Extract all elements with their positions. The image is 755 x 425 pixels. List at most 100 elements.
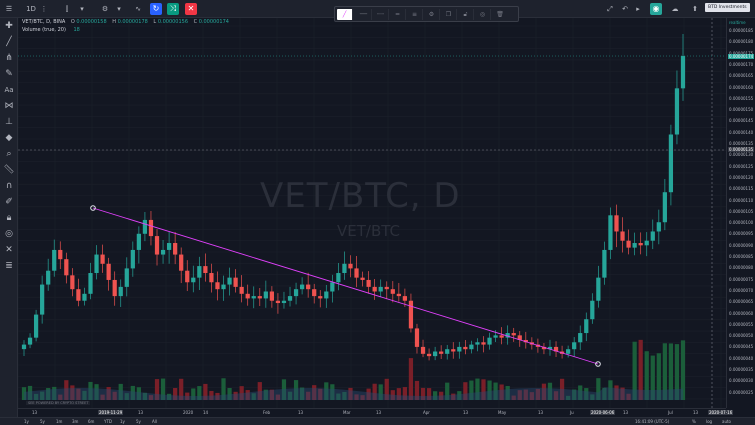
cloud-icon[interactable]: ☁: [671, 5, 679, 13]
log-toggle[interactable]: log: [706, 419, 713, 424]
brush-icon[interactable]: ✎: [5, 69, 13, 79]
more-intervals-icon[interactable]: ⋮: [40, 5, 48, 13]
volume-bar: [674, 344, 680, 400]
candle-body: [324, 291, 329, 299]
volume-bar: [324, 382, 329, 400]
measure-icon[interactable]: 📏︎: [3, 165, 15, 175]
drawing-toolbar: ✚ ╱ ⋔ ✎ Aa ⋈ ⊥ ◆ ⌕ 📏︎ ∩ ✐ 🔒︎ ◎ ✕ ≣: [0, 18, 18, 417]
candle-body: [523, 339, 528, 343]
price-axis[interactable]: 0.00000185 0.00000180 0.00000175 0.00000170…: [726, 18, 755, 408]
menu-icon[interactable]: ☰: [5, 5, 13, 13]
range-button-1y[interactable]: 1y: [120, 419, 125, 424]
hide-drawings-icon[interactable]: ◎: [5, 229, 13, 239]
candle-body: [451, 349, 456, 352]
settings-icon[interactable]: ⚙: [101, 5, 109, 13]
extend-button[interactable]: ═: [390, 9, 406, 20]
fullscreen-icon[interactable]: ⤢: [607, 5, 613, 13]
settings-icon[interactable]: ⚙: [424, 9, 440, 20]
stay-in-drawing-icon[interactable]: ✐: [5, 197, 13, 207]
camera-icon[interactable]: ◉: [650, 3, 662, 15]
range-button-6m[interactable]: 6m: [88, 419, 95, 424]
object-tree-icon[interactable]: ≣: [5, 261, 13, 271]
symbol-label[interactable]: VET/BTC, D, BINA: [22, 19, 66, 25]
volume-indicator-label[interactable]: Volume (true, 20): [22, 27, 66, 33]
interval-button[interactable]: 1D: [26, 5, 36, 13]
pitchfork-icon[interactable]: ⋔: [5, 53, 13, 63]
price-chart[interactable]: [18, 18, 726, 408]
candle-body: [251, 296, 256, 299]
line-style-button[interactable]: ┄┄: [373, 9, 389, 20]
remove-icon[interactable]: ✕: [5, 245, 13, 255]
candle-body: [94, 254, 99, 274]
price-tick-label: 0.00000085: [729, 254, 754, 259]
redo-icon[interactable]: ▸: [636, 5, 640, 13]
candle-body: [547, 346, 553, 350]
volume-bar: [27, 385, 33, 400]
stats-button[interactable]: ≡: [407, 9, 423, 20]
candlestick-chart[interactable]: [18, 18, 726, 408]
price-tick-label: 0.00000055: [729, 321, 754, 327]
chevron-down-icon[interactable]: ▾: [117, 5, 121, 13]
undo-icon[interactable]: ↶: [622, 5, 628, 13]
line-color-swatch[interactable]: ╱: [337, 9, 353, 20]
range-button-ytd[interactable]: YTD: [104, 419, 112, 424]
time-tick-label: 13: [623, 410, 629, 415]
chevron-down-icon[interactable]: ▾: [80, 5, 84, 13]
crosshair-icon[interactable]: ✚: [5, 21, 13, 31]
volume-bar: [215, 392, 220, 400]
range-button-5y[interactable]: 5y: [40, 419, 45, 424]
lock-icon[interactable]: 🔒︎: [6, 213, 12, 223]
close-icon[interactable]: ✕: [185, 3, 197, 15]
volume-bar: [529, 392, 534, 400]
candle-body: [402, 296, 408, 301]
shuffle-icon[interactable]: ⤨: [167, 3, 179, 15]
auto-toggle[interactable]: auto: [722, 419, 732, 424]
volume-bar: [148, 395, 154, 400]
range-button-all[interactable]: All: [152, 419, 157, 424]
time-axis[interactable]: 13 2019-11-29 13 2020 14 Feb 13 Mar 13 Apr 13 May 13…: [18, 408, 734, 417]
open-value: 0.00000158: [76, 19, 107, 25]
clock-label[interactable]: 16:41:09 (UTC-5): [635, 419, 670, 424]
range-button-3m[interactable]: 3m: [72, 419, 79, 424]
pattern-icon[interactable]: ⋈: [4, 101, 14, 111]
candle-body: [572, 342, 577, 350]
volume-bar: [281, 379, 287, 400]
clone-icon[interactable]: ❐: [441, 9, 457, 20]
price-tick-label: 0.00000080: [729, 265, 754, 271]
candle-body: [469, 344, 474, 350]
price-tick-label: 0.00000120: [729, 174, 754, 180]
volume-bar: [52, 386, 57, 400]
candle-body: [82, 293, 87, 301]
refresh-icon[interactable]: ↻: [150, 3, 162, 15]
candle-body: [414, 328, 420, 347]
trend-line-icon[interactable]: ╱: [6, 37, 12, 47]
volume-bar: [420, 387, 426, 400]
text-icon[interactable]: Aa: [4, 86, 14, 94]
volume-bar: [293, 380, 299, 400]
time-tick-label: 2020-07-16: [708, 410, 734, 415]
candle-body: [439, 351, 444, 354]
volume-bar: [191, 388, 196, 400]
volume-bar: [680, 340, 686, 400]
trash-icon[interactable]: 🗑︎: [496, 11, 504, 18]
price-tick-label: 0.00000145: [729, 118, 754, 124]
volume-bar: [106, 387, 111, 400]
visibility-icon[interactable]: ◎: [475, 9, 491, 20]
shapes-icon[interactable]: ◆: [5, 133, 13, 143]
magnet-icon[interactable]: ∩: [5, 181, 13, 191]
candle-body: [608, 215, 613, 250]
candle-body: [40, 284, 45, 315]
range-button-5y[interactable]: 5y: [136, 419, 141, 424]
publish-icon[interactable]: ⬆: [692, 5, 698, 13]
candle-body: [505, 333, 510, 338]
lock-icon[interactable]: 🔓︎: [458, 9, 474, 20]
zoom-icon[interactable]: ⌕: [6, 149, 12, 159]
prediction-icon[interactable]: ⊥: [5, 117, 13, 127]
range-button-1y[interactable]: 1y: [24, 419, 29, 424]
candle-body: [33, 314, 39, 338]
range-button-1m[interactable]: 1m: [56, 419, 63, 424]
candle-style-icon[interactable]: ⫿: [65, 5, 69, 13]
percent-toggle[interactable]: %: [692, 419, 696, 424]
compare-icon[interactable]: ∿: [135, 5, 141, 13]
line-width-button[interactable]: ──: [356, 9, 372, 20]
